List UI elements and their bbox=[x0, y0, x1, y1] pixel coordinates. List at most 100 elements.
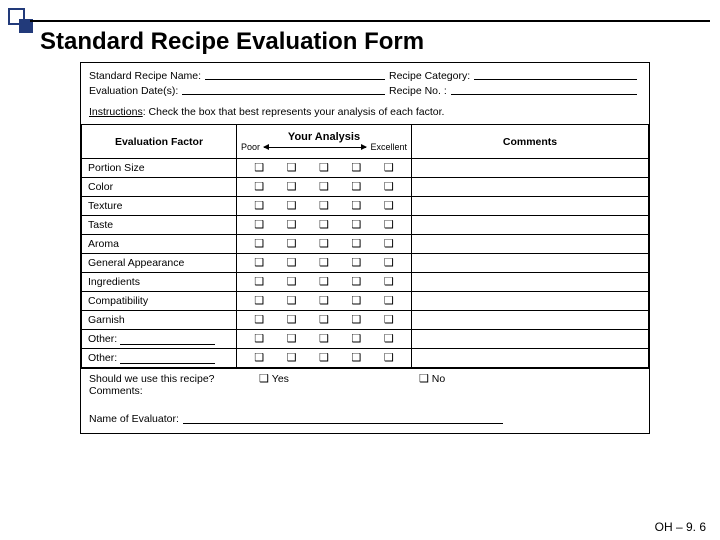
rating-checkbox[interactable]: ❑ bbox=[319, 239, 329, 250]
rating-checkbox[interactable]: ❑ bbox=[351, 201, 361, 212]
comments-cell[interactable] bbox=[412, 235, 649, 254]
rating-checkbox[interactable]: ❑ bbox=[319, 163, 329, 174]
comments-cell[interactable] bbox=[412, 311, 649, 330]
factor-cell: Aroma bbox=[82, 235, 237, 254]
rating-checkbox[interactable]: ❑ bbox=[319, 315, 329, 326]
rating-checkbox[interactable]: ❑ bbox=[351, 334, 361, 345]
table-row: Garnish ❑ ❑ ❑ ❑ ❑ bbox=[82, 311, 649, 330]
rating-checkbox[interactable]: ❑ bbox=[254, 334, 264, 345]
rating-checkbox[interactable]: ❑ bbox=[254, 277, 264, 288]
rating-checkbox[interactable]: ❑ bbox=[319, 258, 329, 269]
rating-checkbox[interactable]: ❑ bbox=[351, 182, 361, 193]
other-field[interactable] bbox=[120, 335, 215, 345]
recipe-name-field[interactable] bbox=[205, 69, 385, 80]
rating-checkbox[interactable]: ❑ bbox=[384, 163, 394, 174]
rating-checkbox[interactable]: ❑ bbox=[254, 296, 264, 307]
rating-checkbox[interactable]: ❑ bbox=[351, 220, 361, 231]
rating-checkbox[interactable]: ❑ bbox=[384, 201, 394, 212]
comments-cell[interactable] bbox=[412, 197, 649, 216]
rating-checkbox[interactable]: ❑ bbox=[319, 201, 329, 212]
comments-cell[interactable] bbox=[412, 216, 649, 235]
comments-cell[interactable] bbox=[412, 159, 649, 178]
rating-checkbox[interactable]: ❑ bbox=[254, 315, 264, 326]
rating-checkbox[interactable]: ❑ bbox=[287, 182, 297, 193]
rating-checkbox[interactable]: ❑ bbox=[287, 163, 297, 174]
rating-checkbox[interactable]: ❑ bbox=[351, 277, 361, 288]
rating-checkbox[interactable]: ❑ bbox=[351, 258, 361, 269]
table-row: Other: ❑ ❑ ❑ ❑ ❑ bbox=[82, 330, 649, 349]
factor-cell: Ingredients bbox=[82, 273, 237, 292]
rating-checkbox[interactable]: ❑ bbox=[319, 334, 329, 345]
comments-cell[interactable] bbox=[412, 292, 649, 311]
rating-checkbox[interactable]: ❑ bbox=[351, 296, 361, 307]
rating-checkbox[interactable]: ❑ bbox=[319, 353, 329, 364]
rating-checkbox[interactable]: ❑ bbox=[351, 163, 361, 174]
rating-checkbox[interactable]: ❑ bbox=[287, 220, 297, 231]
rating-checkbox[interactable]: ❑ bbox=[287, 353, 297, 364]
rating-checkbox[interactable]: ❑ bbox=[384, 296, 394, 307]
recipe-name-label: Standard Recipe Name: bbox=[89, 69, 201, 84]
rating-checkbox[interactable]: ❑ bbox=[287, 258, 297, 269]
comments-cell[interactable] bbox=[412, 349, 649, 368]
comments-label: Comments: bbox=[89, 385, 641, 397]
rating-checkbox[interactable]: ❑ bbox=[254, 201, 264, 212]
yes-checkbox[interactable]: ❑ bbox=[259, 374, 269, 385]
rating-checkbox[interactable]: ❑ bbox=[254, 182, 264, 193]
rating-checkbox[interactable]: ❑ bbox=[384, 220, 394, 231]
recipe-category-field[interactable] bbox=[474, 69, 637, 80]
rating-checkbox[interactable]: ❑ bbox=[384, 182, 394, 193]
table-row: Aroma ❑ ❑ ❑ ❑ ❑ bbox=[82, 235, 649, 254]
instructions-text: : Check the box that best represents you… bbox=[143, 106, 445, 118]
instructions: Instructions: Check the box that best re… bbox=[81, 102, 649, 124]
rating-checkbox[interactable]: ❑ bbox=[384, 315, 394, 326]
comments-cell[interactable] bbox=[412, 330, 649, 349]
table-row: General Appearance❑❑❑❑❑ bbox=[82, 254, 649, 273]
table-row: Color❑❑❑❑❑ bbox=[82, 178, 649, 197]
rating-checkbox[interactable]: ❑ bbox=[287, 315, 297, 326]
rating-checkbox[interactable]: ❑ bbox=[319, 182, 329, 193]
factor-cell: Taste bbox=[82, 216, 237, 235]
factor-cell: Garnish bbox=[82, 311, 237, 330]
other-field[interactable] bbox=[120, 354, 215, 364]
rating-cell: ❑ ❑ ❑ ❑ ❑ bbox=[237, 292, 412, 311]
rating-checkbox[interactable]: ❑ bbox=[384, 353, 394, 364]
table-row: Other: ❑❑❑❑❑ bbox=[82, 349, 649, 368]
comments-cell[interactable] bbox=[412, 273, 649, 292]
recipe-no-label: Recipe No. : bbox=[389, 84, 447, 99]
rating-checkbox[interactable]: ❑ bbox=[384, 277, 394, 288]
rating-checkbox[interactable]: ❑ bbox=[384, 258, 394, 269]
rating-checkbox[interactable]: ❑ bbox=[351, 353, 361, 364]
rating-checkbox[interactable]: ❑ bbox=[384, 239, 394, 250]
evaluator-section: Name of Evaluator: bbox=[81, 403, 649, 433]
rating-checkbox[interactable]: ❑ bbox=[351, 315, 361, 326]
recipe-no-field[interactable] bbox=[451, 84, 637, 95]
factor-cell: Other: bbox=[82, 330, 237, 349]
rating-checkbox[interactable]: ❑ bbox=[319, 296, 329, 307]
rating-checkbox[interactable]: ❑ bbox=[287, 239, 297, 250]
comments-cell[interactable] bbox=[412, 178, 649, 197]
evaluator-label: Name of Evaluator: bbox=[89, 413, 179, 425]
no-checkbox[interactable]: ❑ bbox=[419, 374, 429, 385]
table-row: Ingredients ❑ ❑ ❑ ❑ ❑ bbox=[82, 273, 649, 292]
comments-header: Comments bbox=[412, 125, 649, 159]
rating-checkbox[interactable]: ❑ bbox=[319, 277, 329, 288]
rating-checkbox[interactable]: ❑ bbox=[384, 334, 394, 345]
rating-checkbox[interactable]: ❑ bbox=[287, 201, 297, 212]
comments-cell[interactable] bbox=[412, 254, 649, 273]
rating-checkbox[interactable]: ❑ bbox=[254, 239, 264, 250]
rating-checkbox[interactable]: ❑ bbox=[254, 220, 264, 231]
rating-checkbox[interactable]: ❑ bbox=[254, 353, 264, 364]
eval-date-field[interactable] bbox=[182, 84, 385, 95]
rating-checkbox[interactable]: ❑ bbox=[319, 220, 329, 231]
factor-cell: Texture bbox=[82, 197, 237, 216]
no-label: No bbox=[432, 373, 445, 385]
rating-cell: ❑ ❑ ❑ ❑ ❑ bbox=[237, 159, 412, 178]
rating-checkbox[interactable]: ❑ bbox=[287, 296, 297, 307]
rating-checkbox[interactable]: ❑ bbox=[287, 334, 297, 345]
rating-checkbox[interactable]: ❑ bbox=[254, 163, 264, 174]
rating-checkbox[interactable]: ❑ bbox=[351, 239, 361, 250]
scale-low: Poor bbox=[241, 143, 260, 153]
rating-checkbox[interactable]: ❑ bbox=[254, 258, 264, 269]
evaluator-field[interactable] bbox=[183, 413, 503, 424]
rating-checkbox[interactable]: ❑ bbox=[287, 277, 297, 288]
